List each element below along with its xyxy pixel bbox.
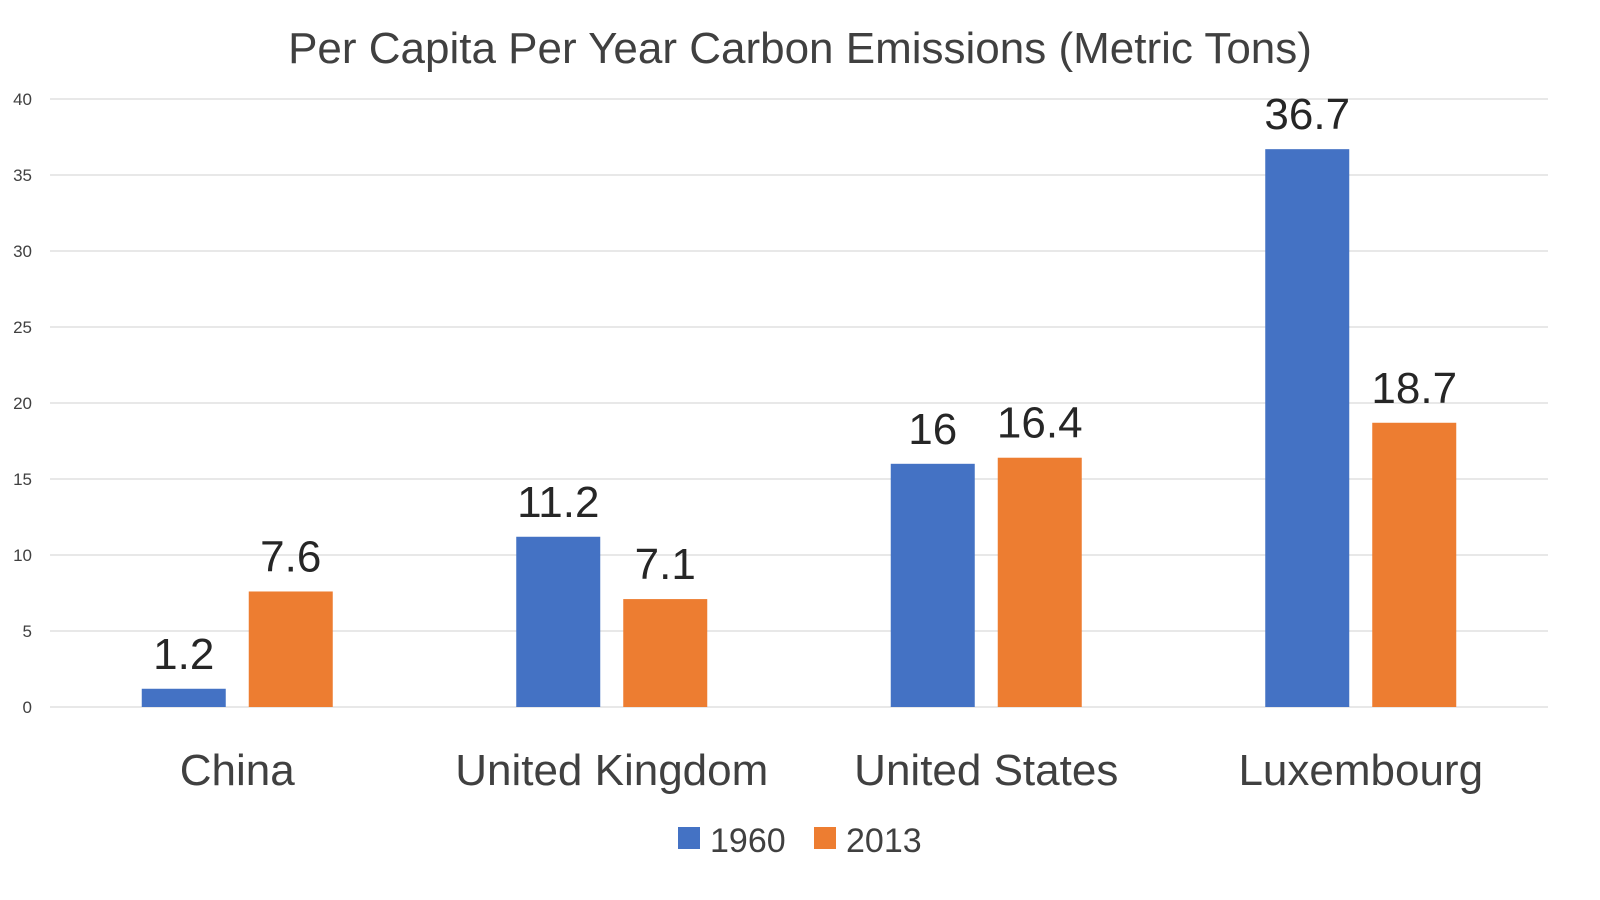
data-label: 7.1 <box>635 540 696 589</box>
x-axis-ticks: China United Kingdom United States Luxembou… <box>180 746 1483 795</box>
bars <box>141 149 1457 707</box>
legend: 1960 2013 <box>678 822 922 860</box>
data-labels: 1.2 7.6 11.2 7.1 16 16.4 36.7 18.7 <box>153 90 1457 679</box>
legend-swatch-1960 <box>678 827 700 849</box>
bar-2013-luxembourg <box>1372 422 1457 707</box>
y-axis-ticks: 0 5 10 15 20 25 30 35 40 <box>13 90 32 717</box>
y-tick-label: 25 <box>13 318 32 337</box>
legend-label: 2013 <box>846 822 922 860</box>
y-tick-label: 40 <box>13 90 32 109</box>
bar-2013-united-kingdom <box>623 599 708 707</box>
data-label: 16 <box>908 405 957 454</box>
bar-2013-china <box>248 591 333 707</box>
y-tick-label: 35 <box>13 166 32 185</box>
x-tick-label: China <box>180 746 295 795</box>
chart-title: Per Capita Per Year Carbon Emissions (Me… <box>288 24 1312 73</box>
bar-1960-luxembourg <box>1265 149 1350 707</box>
legend-swatch-2013 <box>814 827 836 849</box>
data-label: 16.4 <box>997 399 1083 448</box>
y-tick-label: 15 <box>13 470 32 489</box>
x-tick-label: Luxembourg <box>1238 746 1483 795</box>
bar-2013-united-states <box>997 457 1082 707</box>
bar-1960-united-kingdom <box>516 536 601 707</box>
y-tick-label: 20 <box>13 394 32 413</box>
data-label: 18.7 <box>1371 364 1457 413</box>
y-tick-label: 0 <box>23 698 32 717</box>
x-tick-label: United Kingdom <box>455 746 768 795</box>
data-label: 1.2 <box>153 630 214 679</box>
legend-label: 1960 <box>710 822 786 860</box>
data-label: 36.7 <box>1264 90 1350 139</box>
bar-1960-china <box>141 688 226 707</box>
y-tick-label: 30 <box>13 242 32 261</box>
y-tick-label: 5 <box>23 622 32 641</box>
y-tick-label: 10 <box>13 546 32 565</box>
data-label: 11.2 <box>517 478 599 527</box>
bar-1960-united-states <box>890 463 975 707</box>
data-label: 7.6 <box>260 532 321 581</box>
x-tick-label: United States <box>854 746 1118 795</box>
